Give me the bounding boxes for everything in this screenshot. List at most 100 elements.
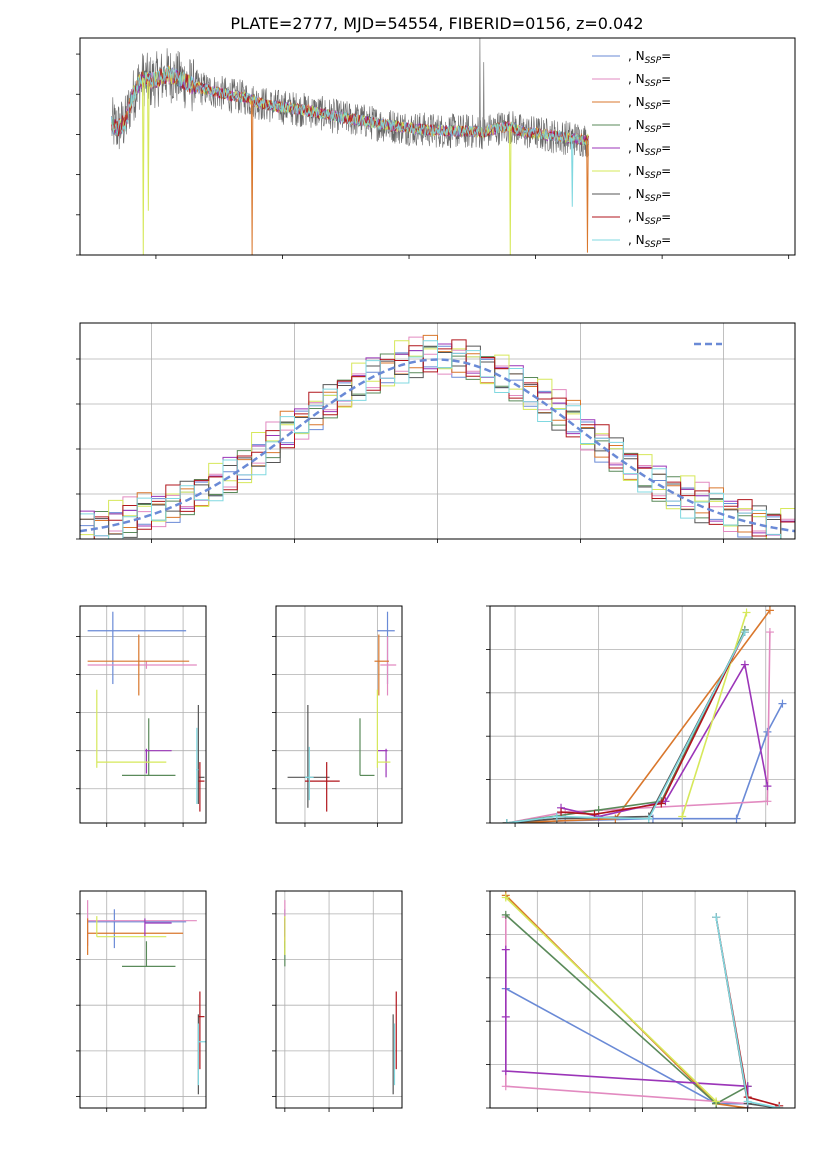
data-point	[196, 727, 199, 804]
legend-subscript: SSP	[645, 217, 662, 227]
weight-line	[506, 631, 771, 823]
legend-equals: =	[661, 187, 671, 201]
spectrum-panel: , NSSP=, NSSP=, NSSP=, NSSP=, NSSP=, NSS…	[76, 37, 796, 259]
data-point	[359, 718, 375, 777]
data-point	[377, 611, 395, 685]
axis-ticks	[272, 913, 374, 1112]
axis-ticks	[76, 913, 184, 1112]
legend-equals: =	[661, 95, 671, 109]
weight-line	[505, 917, 748, 1105]
data-point	[198, 762, 205, 812]
emission-spike	[478, 38, 481, 132]
absorption-dip	[250, 100, 254, 255]
legend-equals: =	[661, 210, 671, 224]
weight-marker	[740, 660, 749, 669]
data-point	[87, 661, 197, 669]
data-point	[377, 748, 388, 778]
weight-marker	[712, 913, 721, 922]
data-point	[87, 909, 187, 949]
plot-frame	[489, 605, 796, 824]
legend-equals: =	[661, 233, 671, 247]
legend-subscript: SSP	[645, 102, 662, 112]
legend-separator: , N	[628, 210, 645, 224]
data-point	[197, 1023, 206, 1086]
data-point	[87, 634, 190, 696]
weight-marker	[712, 1097, 721, 1106]
weight-marker	[552, 812, 561, 821]
data-point	[96, 916, 167, 938]
data-point	[87, 900, 197, 946]
weight-marker	[742, 608, 751, 617]
plot-frame	[489, 890, 796, 1109]
weight-line	[505, 949, 749, 1108]
axis-ticks	[486, 890, 749, 1112]
plot-frame	[275, 605, 403, 824]
legend-separator: , N	[628, 72, 645, 86]
legend-separator: , N	[628, 95, 645, 109]
legend-subscript: SSP	[645, 125, 662, 135]
data-point	[376, 689, 391, 768]
weight-marker	[501, 1082, 510, 1091]
weight-marker	[740, 628, 749, 637]
legend-label: , NSSP=	[628, 164, 671, 181]
age-vs-metallicity-panel	[76, 605, 207, 827]
plot-area	[87, 900, 206, 1095]
weight-marker	[743, 1097, 752, 1106]
data-point	[287, 704, 330, 808]
emission-spike	[482, 62, 485, 132]
axis-ticks	[272, 636, 378, 827]
weight-marker	[501, 1012, 510, 1021]
mass-vs-extinction-panel	[272, 890, 403, 1112]
weight-marker	[765, 628, 774, 637]
plot-area	[80, 334, 795, 539]
legend-subscript: SSP	[645, 240, 662, 250]
legend-label: , NSSP=	[628, 72, 671, 89]
plot-frame	[79, 890, 207, 1109]
grid-lines	[276, 891, 402, 1108]
weight-line	[506, 703, 784, 823]
weight-marker	[765, 606, 774, 615]
legend-subscript: SSP	[645, 194, 662, 204]
weight-marker	[557, 808, 566, 817]
legend: , NSSP=, NSSP=, NSSP=, NSSP=, NSSP=, NSS…	[592, 49, 671, 250]
plot-area	[284, 900, 397, 1095]
figure-title: PLATE=2777, MJD=54554, FIBERID=0156, z=0…	[230, 14, 643, 33]
weight-marker	[644, 814, 653, 823]
grid-lines	[80, 606, 206, 823]
weight-vs-metallicity-panel	[486, 890, 796, 1112]
data-point	[304, 746, 314, 801]
histogram-step	[80, 340, 795, 539]
weight-line	[505, 987, 749, 1108]
legend-separator: , N	[628, 141, 645, 155]
grid-lines	[276, 606, 402, 823]
weight-line	[505, 894, 748, 1108]
weight-line	[560, 631, 746, 816]
weight-marker	[501, 1067, 510, 1076]
axis-ticks	[486, 605, 767, 827]
data-point	[122, 718, 176, 777]
axis-ticks	[76, 53, 790, 259]
data-point	[87, 918, 184, 955]
legend-separator: , N	[628, 233, 645, 247]
age-vs-mass-panel	[272, 605, 403, 827]
plot-frame	[79, 322, 796, 540]
mass-vs-metallicity-panel	[76, 890, 207, 1112]
data-point	[122, 941, 176, 967]
plot-area	[87, 611, 205, 812]
weight-marker	[501, 893, 510, 902]
plot-area	[502, 606, 787, 823]
weight-marker	[763, 797, 772, 806]
plot-area	[287, 611, 397, 812]
grid-lines	[490, 890, 795, 1109]
grid-lines	[80, 891, 206, 1108]
weight-marker	[763, 782, 772, 791]
residuals-panel	[76, 322, 796, 543]
data-point	[144, 748, 172, 774]
weight-vs-age-panel	[486, 605, 796, 827]
legend-label: , NSSP=	[628, 49, 671, 66]
absorption-dip	[571, 138, 574, 207]
plot-frame	[79, 605, 207, 824]
data-point	[144, 918, 172, 937]
plot-frame	[79, 37, 796, 256]
weight-marker	[678, 812, 687, 821]
